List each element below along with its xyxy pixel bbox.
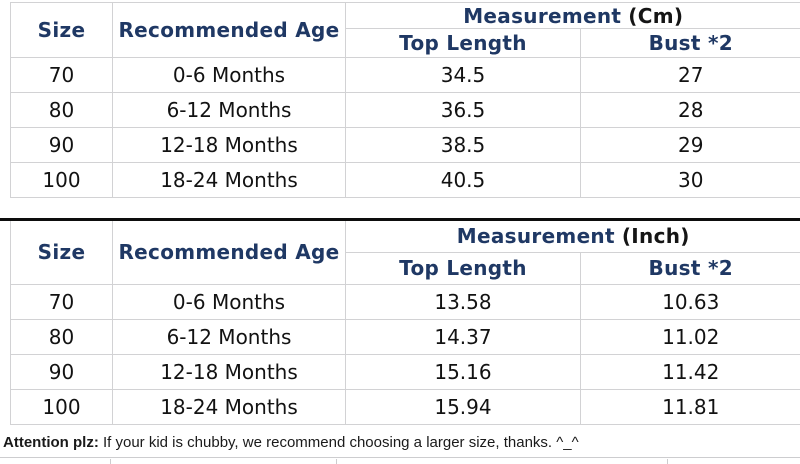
table-row: 100 18-24 Months 40.5 30 (10, 162, 800, 198)
table-row: 70 0-6 Months 34.5 27 (10, 57, 800, 93)
header-size: Size (10, 221, 113, 285)
header-bust: Bust *2 (580, 251, 800, 285)
attention-label: Attention plz: (3, 433, 99, 451)
cell-bust: 11.02 (580, 318, 800, 355)
cell-age: 12-18 Months (112, 127, 346, 163)
measurement-unit-cm: (Cm) (628, 3, 684, 28)
header-size: Size (10, 2, 113, 58)
cell-size: 90 (10, 353, 113, 390)
attention-text: If your kid is chubby, we recommend choo… (98, 433, 579, 451)
cell-top-length: 13.58 (345, 283, 581, 320)
tables-divider (0, 218, 800, 221)
table-row: 100 18-24 Months 15.94 11.81 (10, 388, 800, 425)
cell-size: 80 (10, 318, 113, 355)
cell-bust: 11.81 (580, 388, 800, 425)
grid-line (667, 459, 668, 464)
measurement-label: Measurement (463, 3, 622, 28)
grid-line (336, 459, 337, 464)
cell-top-length: 15.16 (345, 353, 581, 390)
cell-bust: 28 (579, 92, 800, 128)
table-row: 80 6-12 Months 36.5 28 (10, 92, 800, 128)
cell-size: 70 (10, 283, 113, 320)
cell-age: 12-18 Months (112, 353, 346, 390)
cell-top-length: 14.37 (345, 318, 581, 355)
attention-note: Attention plz: If your kid is chubby, we… (0, 427, 800, 457)
cell-size: 100 (10, 388, 113, 425)
header-measurement-cm: Measurement (Cm) (344, 2, 800, 29)
cell-size: 70 (10, 57, 113, 93)
table-row: 70 0-6 Months 13.58 10.63 (10, 283, 800, 320)
cell-size: 100 (10, 162, 113, 198)
cell-age: 6-12 Months (112, 318, 346, 355)
cell-age: 18-24 Months (112, 162, 346, 198)
cell-bust: 10.63 (580, 283, 800, 320)
cell-size: 90 (10, 127, 113, 163)
cell-age: 0-6 Months (112, 283, 346, 320)
cell-size: 80 (10, 92, 113, 128)
size-table-cm: Size Recommended Age Measurement (Cm) Top… (10, 2, 800, 198)
header-recommended-age: Recommended Age (112, 2, 346, 58)
cell-bust: 30 (579, 162, 800, 198)
size-table-inch: Size Recommended Age Measurement (Inch) T… (10, 221, 800, 425)
table-row: 90 12-18 Months 15.16 11.42 (10, 353, 800, 390)
measurement-unit-inch: (Inch) (621, 224, 690, 249)
measurement-label: Measurement (456, 224, 615, 249)
cell-top-length: 38.5 (345, 127, 581, 163)
header-measurement-inch: Measurement (Inch) (345, 221, 800, 253)
header-top-length: Top Length (345, 251, 581, 285)
partial-grid-row (0, 457, 800, 464)
cell-top-length: 34.5 (345, 57, 581, 93)
cell-bust: 27 (579, 57, 800, 93)
cell-age: 18-24 Months (112, 388, 346, 425)
header-bust: Bust *2 (579, 28, 800, 58)
cell-bust: 11.42 (580, 353, 800, 390)
cell-top-length: 15.94 (345, 388, 581, 425)
header-top-length: Top Length (345, 28, 581, 58)
grid-line (110, 459, 111, 464)
header-recommended-age: Recommended Age (112, 221, 346, 285)
cell-bust: 29 (579, 127, 800, 163)
table-row: 80 6-12 Months 14.37 11.02 (10, 318, 800, 355)
cell-age: 0-6 Months (112, 57, 346, 93)
cell-age: 6-12 Months (112, 92, 346, 128)
cell-top-length: 40.5 (345, 162, 581, 198)
table-row: 90 12-18 Months 38.5 29 (10, 127, 800, 163)
cell-top-length: 36.5 (345, 92, 581, 128)
